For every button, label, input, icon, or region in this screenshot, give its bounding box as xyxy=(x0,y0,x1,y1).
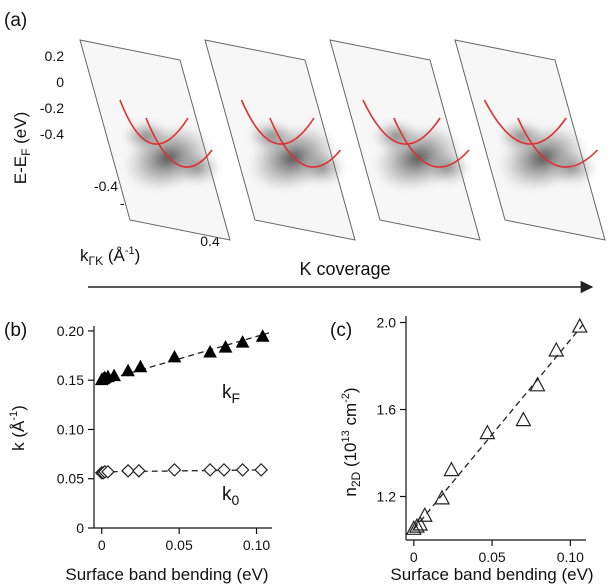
data-point xyxy=(408,517,425,533)
band-curve xyxy=(119,99,189,145)
y-tick-label: 0.15 xyxy=(57,372,84,388)
y-tick-label: 1.6 xyxy=(377,402,397,418)
arpes-spectra xyxy=(79,39,606,241)
data-point xyxy=(121,363,135,377)
panel-a-y-ticks: 0.2 0 -0.2 -0.4 xyxy=(40,48,64,142)
arpes-spectrum xyxy=(79,39,231,241)
panel-b-label: (b) xyxy=(4,320,27,341)
intensity-blob xyxy=(174,150,222,186)
x-tick-label: 0.10 xyxy=(557,549,584,565)
y-tick-label: 2.0 xyxy=(377,315,397,331)
data-point xyxy=(235,463,250,477)
band-curve xyxy=(517,117,599,168)
fit-line xyxy=(101,469,266,473)
data-point xyxy=(203,463,217,477)
series-label-k0: k0 xyxy=(222,484,240,508)
arpes-spectrum xyxy=(454,39,606,241)
data-point xyxy=(515,411,532,427)
panel-c-label: (c) xyxy=(330,320,352,341)
data-point xyxy=(132,464,146,478)
data-point xyxy=(443,461,460,477)
coverage-label: K coverage xyxy=(299,259,390,279)
data-point xyxy=(121,464,135,478)
data-point xyxy=(405,520,422,535)
data-point xyxy=(167,463,182,477)
plot-c: 0 0.05 0.10 1.2 1.6 2.0 xyxy=(377,315,588,565)
panel-a-y-tick: -0.4 xyxy=(40,126,64,142)
band-curve xyxy=(145,117,213,168)
panel-a-y-tick: 0.2 xyxy=(45,48,65,64)
data-point xyxy=(107,368,121,382)
x-tick-label: 0 xyxy=(98,537,106,553)
panel-a-x-tick: -0.4 xyxy=(94,178,118,194)
x-tick-label: 0 xyxy=(410,549,418,565)
data-point xyxy=(254,463,269,477)
y-tick-label: 0.20 xyxy=(57,323,84,339)
data-point xyxy=(218,340,233,353)
data-point xyxy=(167,349,182,363)
intensity-blob xyxy=(549,150,597,186)
panel-c-x-label: Surface band bending (eV) xyxy=(390,565,593,584)
panel-a-x-label: kΓK (Å-1) xyxy=(80,245,140,268)
band-curve xyxy=(362,99,441,145)
data-point xyxy=(433,489,451,505)
band-curve xyxy=(240,99,315,145)
data-point xyxy=(548,341,565,357)
data-point xyxy=(101,464,115,479)
y-tick-label: 0.05 xyxy=(57,471,84,487)
x-tick-label: 0.05 xyxy=(166,537,193,553)
intensity-blob xyxy=(372,120,420,152)
band-curve xyxy=(483,99,567,145)
data-point xyxy=(235,335,250,348)
series-label-kF: kF xyxy=(222,382,240,406)
data-point xyxy=(416,507,433,522)
data-point xyxy=(479,424,496,440)
band-curve xyxy=(393,117,470,168)
data-point xyxy=(412,515,429,531)
panel-a-y-tick: -0.2 xyxy=(40,100,64,116)
x-tick-label: 0.10 xyxy=(243,537,270,553)
panel-b-y-label: k (Å-1) xyxy=(8,405,28,451)
y-tick-label: 0.10 xyxy=(57,421,84,437)
y-tick-label: 1.2 xyxy=(377,489,397,505)
data-point xyxy=(133,359,148,373)
fit-line xyxy=(413,324,584,530)
y-tick-label: 0 xyxy=(76,520,84,536)
data-point xyxy=(529,376,546,392)
data-point xyxy=(255,329,270,342)
panel-a-label: (a) xyxy=(4,10,27,31)
plot-b: 0 0.05 0.10 0 0.05 0.10 0.15 0.20 kF k0 xyxy=(57,323,272,553)
intensity-blob xyxy=(299,150,347,186)
arpes-spectrum xyxy=(204,39,356,241)
panel-a-y-tick: 0 xyxy=(56,74,64,90)
intensity-blob xyxy=(122,120,170,152)
panel-a-y-label: E-EF (eV) xyxy=(11,112,33,185)
arpes-spectrum xyxy=(329,39,481,241)
panel-b-x-label: Surface band bending (eV) xyxy=(65,565,268,584)
data-point xyxy=(571,317,588,333)
x-tick-label: 0.05 xyxy=(478,549,505,565)
band-curve xyxy=(269,117,342,168)
data-point xyxy=(217,463,231,477)
data-point xyxy=(203,344,217,358)
panel-c-y-label: n2D (1013 cm-2) xyxy=(340,387,363,496)
